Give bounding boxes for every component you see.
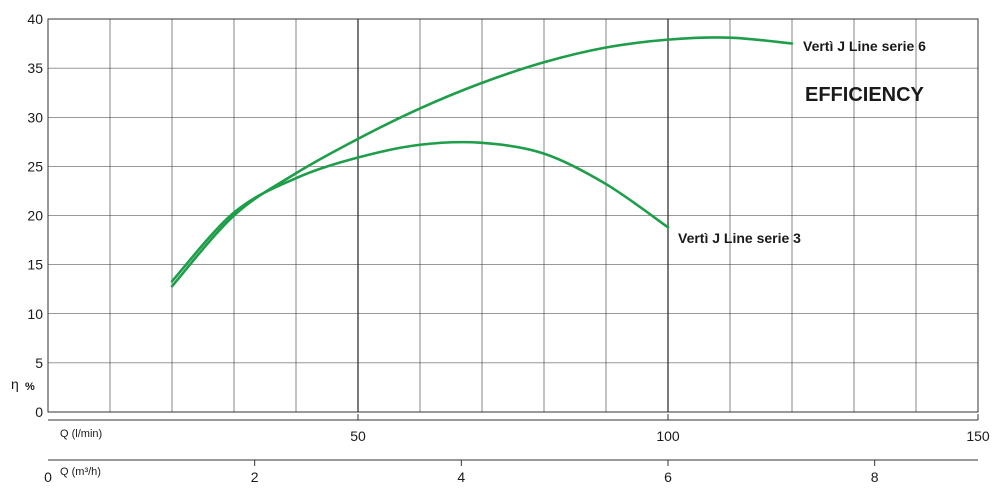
y-tick-label: 35 bbox=[27, 60, 43, 76]
grid bbox=[48, 19, 978, 412]
x-tick-label-m3h: 4 bbox=[457, 469, 465, 485]
series-line-serie-3 bbox=[170, 140, 670, 283]
x-tick-label-m3h: 2 bbox=[251, 469, 259, 485]
series-label-serie-6: Vertì J Line serie 6 bbox=[803, 38, 926, 54]
tick-labels: 0 5 10 15 20 25 30 35 40 50 100 150 0 2 4 6 8 bbox=[27, 11, 989, 485]
y-axis-unit: % bbox=[25, 381, 35, 393]
chart-title: EFFICIENCY bbox=[805, 84, 925, 106]
y-tick-label: 5 bbox=[35, 355, 43, 371]
x-axis-label-m3h: Q (m³/h) bbox=[60, 466, 101, 478]
x-tick-label-lmin: 150 bbox=[966, 428, 990, 444]
x-axis-label-lmin: Q (l/min) bbox=[60, 428, 102, 440]
y-tick-label: 20 bbox=[27, 208, 43, 224]
x-tick-label-lmin: 100 bbox=[656, 428, 680, 444]
y-tick-label: 40 bbox=[27, 11, 43, 27]
axes bbox=[47, 18, 979, 466]
y-tick-label: 10 bbox=[27, 306, 43, 322]
y-tick-label: 15 bbox=[27, 257, 43, 273]
x-tick-label-lmin: 50 bbox=[350, 428, 366, 444]
plot-frame bbox=[47, 18, 979, 413]
series-label-serie-3: Vertì J Line serie 3 bbox=[678, 230, 801, 246]
x-tick-label-m3h: 8 bbox=[871, 469, 879, 485]
y-tick-label: 30 bbox=[27, 109, 43, 125]
y-axis-label: η bbox=[11, 376, 19, 392]
y-tick-label: 0 bbox=[35, 404, 43, 420]
series-lines bbox=[170, 36, 794, 288]
x-tick-label-m3h: 0 bbox=[44, 469, 52, 485]
y-tick-label: 25 bbox=[27, 158, 43, 174]
x-tick-label-m3h: 6 bbox=[664, 469, 672, 485]
